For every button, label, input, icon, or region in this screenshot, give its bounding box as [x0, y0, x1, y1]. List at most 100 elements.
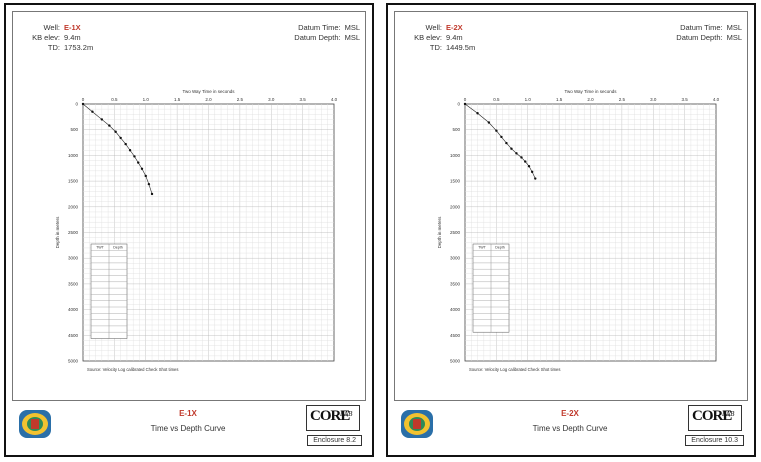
data-point [530, 170, 534, 174]
x-tick-label: 4.0 [331, 97, 338, 102]
y-tick-label: 3000 [450, 256, 461, 261]
data-point [505, 141, 508, 145]
data-point [133, 155, 136, 158]
datum-depth-value: MSL [344, 33, 360, 42]
x-tick-label: 3.0 [650, 97, 657, 102]
corelab-logo-sub: LAB [722, 410, 735, 418]
x-tick-label: 2.5 [619, 97, 626, 102]
x-tick-label: 3.5 [681, 97, 688, 102]
data-point [527, 164, 531, 168]
data-point [140, 167, 144, 170]
y-tick-label: 2000 [450, 204, 461, 209]
data-point [137, 161, 140, 164]
td-value: 1449.5m [446, 43, 476, 52]
y-tick-label: 4000 [450, 307, 461, 312]
x-tick-label: 1.0 [143, 97, 150, 102]
datum-depth-label: Datum Depth: [676, 33, 723, 42]
x-axis-label: Two Way Time in seconds [564, 89, 617, 94]
corelab-logo: CORE LAB [306, 405, 360, 431]
x-tick-label: 2.0 [587, 97, 594, 102]
legend-table: TWT Depth [472, 243, 510, 333]
corelab-logo-text: CORE [692, 408, 732, 424]
series-line [82, 103, 153, 195]
time-depth-plot: 0 0.5 1.0 1.5 2.0 2.5 3.0 3.5 4.0 0 500 1000 1500 200… [55, 89, 338, 372]
x-tick-label: 0.5 [493, 97, 500, 102]
enclosure-number: Enclosure 10.3 [685, 435, 744, 446]
y-tick-label: 5000 [450, 359, 461, 364]
y-tick-label: 3500 [68, 281, 79, 286]
data-point [108, 124, 111, 127]
enclosure-number: Enclosure 8.2 [307, 435, 362, 446]
y-tick-label: 3500 [450, 281, 461, 286]
y-tick-label: 500 [452, 127, 460, 132]
data-point [128, 149, 132, 152]
well-info: Well: E-2X KB elev: 9.4m TD: 1449.5m [400, 23, 475, 53]
datum-info: Datum Time: MSL Datum Depth: MSL [676, 23, 742, 43]
data-point [100, 118, 104, 121]
footer-subtitle: Time vs Depth Curve [532, 424, 608, 433]
data-point [534, 177, 537, 180]
y-tick-label: 1500 [450, 179, 461, 184]
time-depth-plot: 0 0.5 1.0 1.5 2.0 2.5 3.0 3.5 4.0 0 500 1000 1500 200… [437, 89, 720, 372]
y-tick-label: 500 [70, 127, 78, 132]
y-tick-label: 1500 [68, 179, 79, 184]
data-point [510, 147, 513, 150]
x-tick-label: 4.0 [713, 97, 720, 102]
corelab-logo: CORE LAB [688, 405, 742, 431]
y-axis-label: Depth in meters [55, 216, 60, 249]
data-point [147, 182, 151, 186]
emblem-logo [401, 410, 433, 438]
x-tick-label: 1.5 [174, 97, 181, 102]
x-tick-label: 0 [82, 97, 85, 102]
y-tick-label: 2500 [68, 230, 79, 235]
datum-time-label: Datum Time: [298, 23, 341, 32]
datum-time-value: MSL [344, 23, 360, 32]
data-point [114, 130, 117, 133]
data-point [495, 129, 498, 132]
data-point [119, 136, 122, 140]
data-point [124, 142, 127, 146]
x-tick-label: 3.0 [268, 97, 275, 102]
datum-time-label: Datum Time: [680, 23, 723, 32]
data-point [150, 192, 154, 196]
kb-label: KB elev: [414, 33, 442, 42]
legend-table-header: TWT [96, 246, 105, 250]
data-point [463, 102, 467, 106]
y-tick-label: 1000 [68, 153, 79, 158]
footer-well-name: E-1X [179, 409, 197, 418]
x-tick-label: 2.5 [237, 97, 244, 102]
well-label: Well: [43, 23, 60, 32]
y-tick-label: 4500 [450, 333, 461, 338]
y-tick-label: 2000 [68, 204, 79, 209]
well-label: Well: [425, 23, 442, 32]
kb-label: KB elev: [32, 33, 60, 42]
td-label: TD: [429, 43, 442, 52]
footer-subtitle: Time vs Depth Curve [150, 424, 226, 433]
legend-table-header: Depth [495, 246, 505, 250]
data-point [144, 174, 147, 178]
footer: E-1X Time vs Depth Curve CORE LAB Enclos… [12, 400, 366, 449]
footer-title: E-1X Time vs Depth Curve [70, 409, 306, 433]
data-point [500, 135, 503, 139]
y-tick-label: 0 [457, 102, 460, 107]
y-axis-label: Depth in meters [437, 216, 442, 249]
corelab-logo-text: CORE [310, 408, 350, 424]
enclosure-e2x: Well: E-2X KB elev: 9.4m TD: 1449.5m Datum … [386, 3, 756, 457]
footer: E-2X Time vs Depth Curve CORE LAB Enclos… [394, 400, 748, 449]
data-point [487, 121, 491, 124]
y-tick-label: 5000 [68, 359, 79, 364]
td-label: TD: [47, 43, 60, 52]
legend-table-header: TWT [478, 246, 487, 250]
well-name: E-1X [64, 23, 81, 32]
td-value: 1753.2m [64, 43, 94, 52]
y-tick-label: 4000 [68, 307, 79, 312]
x-tick-label: 3.5 [299, 97, 306, 102]
footer-well-name: E-2X [561, 409, 579, 418]
x-tick-label: 1.0 [525, 97, 532, 102]
x-tick-label: 1.5 [556, 97, 563, 102]
datum-depth-value: MSL [726, 33, 742, 42]
well-name: E-2X [446, 23, 463, 32]
datum-info: Datum Time: MSL Datum Depth: MSL [294, 23, 360, 43]
kb-value: 9.4m [64, 33, 81, 42]
footer-title: E-2X Time vs Depth Curve [452, 409, 688, 433]
